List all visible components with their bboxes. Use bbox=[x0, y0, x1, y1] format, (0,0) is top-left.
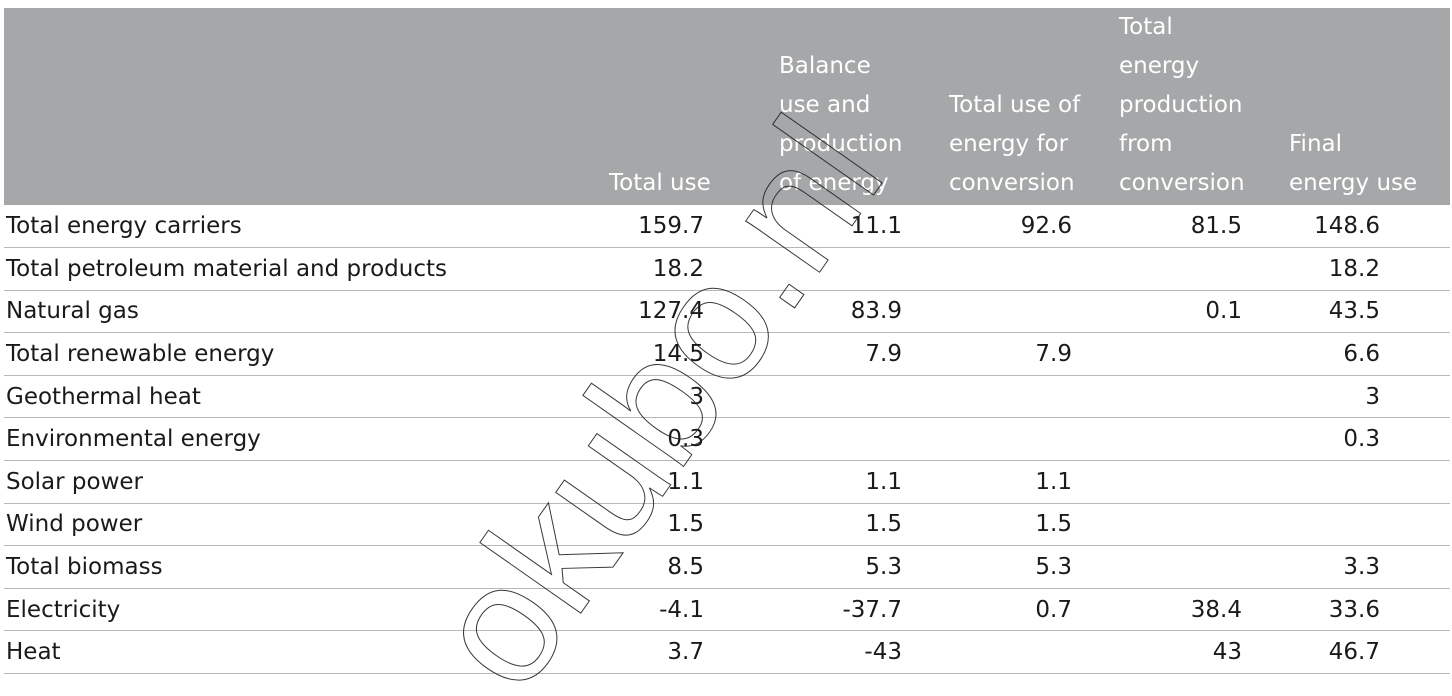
table-cell: 159.7 bbox=[604, 205, 774, 249]
table-cell bbox=[1114, 545, 1284, 589]
table-cell bbox=[1114, 417, 1284, 462]
table-cell: 33.6 bbox=[1284, 588, 1450, 632]
table-cell: 5.3 bbox=[774, 545, 944, 589]
row-label: Environmental energy bbox=[4, 417, 604, 462]
row-label: Solar power bbox=[4, 460, 604, 504]
table-row: Total petroleum material and products 18… bbox=[4, 247, 1450, 291]
table-cell: 38.4 bbox=[1114, 588, 1284, 632]
table-cell: 81.5 bbox=[1114, 205, 1284, 249]
table-cell: 8.5 bbox=[604, 545, 774, 589]
table-row: Total renewable energy 14.5 7.9 7.9 6.6 bbox=[4, 332, 1450, 376]
table-cell: 43 bbox=[1114, 630, 1284, 675]
table-cell: 14.5 bbox=[604, 332, 774, 376]
table-cell: 83.9 bbox=[774, 290, 944, 334]
table-cell bbox=[944, 630, 1114, 675]
table-cell: 0.1 bbox=[1114, 290, 1284, 334]
table-cell bbox=[1284, 503, 1450, 547]
table-cell bbox=[774, 375, 944, 419]
table-row: Solar power 1.1 1.1 1.1 bbox=[4, 460, 1450, 504]
header-row: Total use Balance use and production of … bbox=[4, 8, 1450, 205]
table-row: Electricity -4.1 -37.7 0.7 38.4 33.6 bbox=[4, 588, 1450, 632]
table-cell bbox=[774, 247, 944, 291]
header-cell-use-for-conversion: Total use of energy for conversion bbox=[944, 8, 1114, 205]
row-label: Wind power bbox=[4, 503, 604, 547]
table-cell: 18.2 bbox=[1284, 247, 1450, 291]
table-cell bbox=[1114, 247, 1284, 291]
table-row: Wind power 1.5 1.5 1.5 bbox=[4, 503, 1450, 547]
row-label: Electricity bbox=[4, 588, 604, 632]
table-cell: 43.5 bbox=[1284, 290, 1450, 334]
table-cell bbox=[944, 247, 1114, 291]
row-label: Total energy carriers bbox=[4, 205, 604, 249]
row-label: Natural gas bbox=[4, 290, 604, 334]
table-cell: 1.5 bbox=[774, 503, 944, 547]
table-cell: 0.3 bbox=[604, 417, 774, 462]
table-cell bbox=[944, 417, 1114, 462]
table-cell bbox=[944, 290, 1114, 334]
header-cell-production-from-conversion: Total energy production from conversion bbox=[1114, 8, 1284, 205]
table-cell: 6.6 bbox=[1284, 332, 1450, 376]
table-cell bbox=[1114, 332, 1284, 376]
row-label: Geothermal heat bbox=[4, 375, 604, 419]
table-cell bbox=[774, 417, 944, 462]
table-cell bbox=[1284, 460, 1450, 504]
header-cell-final-energy-use: Final energy use bbox=[1284, 8, 1450, 205]
table-cell: 1.5 bbox=[604, 503, 774, 547]
table-cell: 3.7 bbox=[604, 630, 774, 675]
table-row: Total biomass 8.5 5.3 5.3 3.3 bbox=[4, 545, 1450, 589]
table-row: Heat 3.7 -43 43 46.7 bbox=[4, 630, 1450, 675]
table-cell: 11.1 bbox=[774, 205, 944, 249]
table-cell: 0.3 bbox=[1284, 417, 1450, 462]
header-cell-label bbox=[4, 8, 604, 205]
table-cell bbox=[1114, 460, 1284, 504]
table-cell: 92.6 bbox=[944, 205, 1114, 249]
row-label: Total petroleum material and products bbox=[4, 247, 604, 291]
table-cell: -37.7 bbox=[774, 588, 944, 632]
table-cell: 127.4 bbox=[604, 290, 774, 334]
table-row: Natural gas 127.4 83.9 0.1 43.5 bbox=[4, 290, 1450, 334]
energy-table-container: Total use Balance use and production of … bbox=[4, 8, 1450, 675]
table-cell: 7.9 bbox=[774, 332, 944, 376]
table-cell: 46.7 bbox=[1284, 630, 1450, 675]
table-cell bbox=[944, 375, 1114, 419]
row-label: Total biomass bbox=[4, 545, 604, 589]
table-cell: -43 bbox=[774, 630, 944, 675]
table-cell: 7.9 bbox=[944, 332, 1114, 376]
table-cell: 3 bbox=[1284, 375, 1450, 419]
table-cell: 1.1 bbox=[774, 460, 944, 504]
table-cell: 0.7 bbox=[944, 588, 1114, 632]
energy-balance-table: Total use Balance use and production of … bbox=[4, 8, 1450, 675]
table-cell: 148.6 bbox=[1284, 205, 1450, 249]
table-cell: 1.1 bbox=[604, 460, 774, 504]
table-cell: 3.3 bbox=[1284, 545, 1450, 589]
table-cell: 1.5 bbox=[944, 503, 1114, 547]
table-cell bbox=[1114, 503, 1284, 547]
table-cell: 5.3 bbox=[944, 545, 1114, 589]
table-cell: 18.2 bbox=[604, 247, 774, 291]
header-cell-total-use: Total use bbox=[604, 8, 774, 205]
header-cell-balance: Balance use and production of energy bbox=[774, 8, 944, 205]
table-cell bbox=[1114, 375, 1284, 419]
table-cell: -4.1 bbox=[604, 588, 774, 632]
table-row: Environmental energy 0.3 0.3 bbox=[4, 417, 1450, 462]
table-cell: 3 bbox=[604, 375, 774, 419]
row-label: Total renewable energy bbox=[4, 332, 604, 376]
table-cell: 1.1 bbox=[944, 460, 1114, 504]
table-row: Total energy carriers 159.7 11.1 92.6 81… bbox=[4, 205, 1450, 249]
row-label: Heat bbox=[4, 630, 604, 675]
table-row: Geothermal heat 3 3 bbox=[4, 375, 1450, 419]
